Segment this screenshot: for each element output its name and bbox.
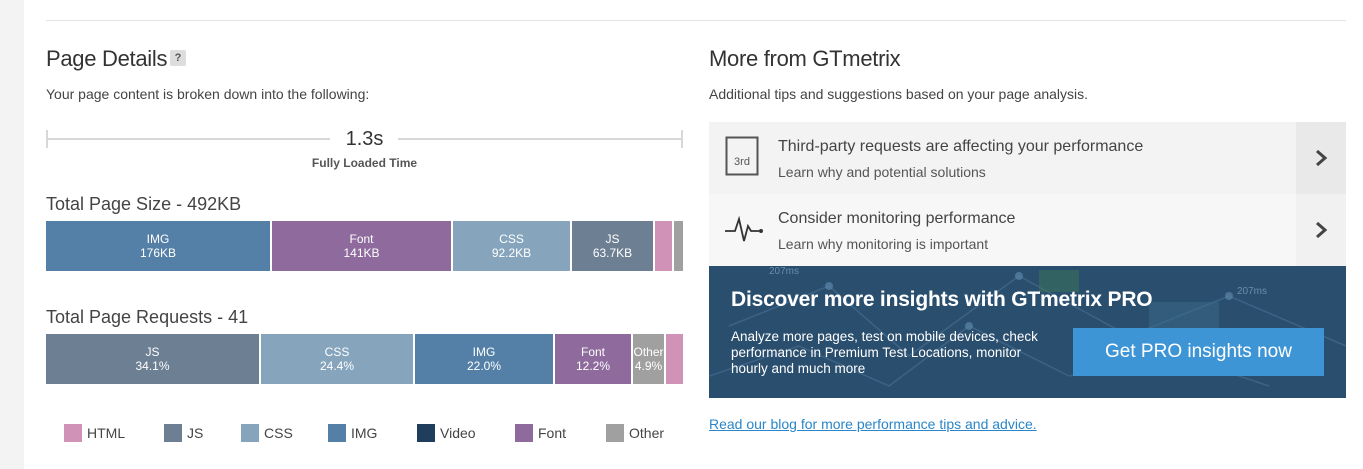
promo-bg-label: 207ms [1237,286,1267,297]
requests-segment-img[interactable]: IMG 22.0% [415,334,553,384]
more-subtitle: Additional tips and suggestions based on… [709,86,1089,102]
segment-value: 176KB [139,246,177,260]
third-party-icon: 3rd [725,136,759,176]
segment-value: 24.4% [319,359,355,373]
promo-text: Analyze more pages, test on mobile devic… [731,329,1038,376]
legend-label: HTML [87,425,126,441]
page-details-section: Page Details ? Your page content is brok… [46,0,686,469]
segment-name: Font [580,345,605,359]
timeline-end-cap [681,130,683,148]
segment-value: 141KB [343,246,380,260]
total-page-requests-title: Total Page Requests - 41 [46,307,249,327]
segment-value: 22.0% [466,359,502,373]
divider [46,20,1346,21]
legend-item-html: HTML [64,424,125,442]
size-segment-html[interactable] [655,221,672,271]
promo-bg-label: 207ms [769,266,799,277]
legend-label: Other [629,425,665,441]
help-icon[interactable]: ? [170,50,186,66]
fully-loaded-time-label: Fully Loaded Time [311,156,418,170]
segment-name: CSS [499,232,524,246]
size-segment-css[interactable]: CSS 92.2KB [453,221,570,271]
chevron-right-icon[interactable] [1296,194,1346,266]
tip-third-party[interactable]: 3rd Third-party requests are affecting y… [709,122,1346,194]
fully-loaded-timeline: 1.3s Fully Loaded Time [46,124,683,170]
legend-swatch [515,424,533,442]
get-pro-insights-button[interactable]: Get PRO insights now [1073,328,1324,376]
legend-item-css: CSS [241,424,293,442]
page-details-subtitle: Your page content is broken down into th… [46,86,370,102]
legend-swatch [64,424,82,442]
size-segment-font[interactable]: Font 141KB [272,221,451,271]
tip-subtitle: Learn why and potential solutions [778,164,986,180]
legend-swatch [417,424,435,442]
size-segment-js[interactable]: JS 63.7KB [572,221,653,271]
size-segment-other[interactable] [674,221,683,271]
requests-segment-html[interactable] [666,334,683,384]
legend-label: Font [538,425,567,441]
segment-name: IMG [472,345,496,359]
segment-value: 34.1% [135,359,170,373]
legend-item-font: Font [515,424,566,442]
segment-name: JS [145,345,160,359]
segment-name: JS [605,232,620,246]
legend-swatch [241,424,259,442]
timeline-line-left [46,138,330,140]
segment-name: CSS [324,345,350,359]
fully-loaded-time-value: 1.3s [345,128,384,150]
chevron-right-icon[interactable] [1296,122,1346,194]
segment-name: IMG [146,232,170,246]
legend-item-video: Video [417,424,476,442]
legend-swatch [164,424,182,442]
tip-title: Third-party requests are affecting your … [778,138,1144,155]
heartbeat-icon [725,208,763,248]
legend-label: CSS [264,425,293,441]
legend-item-js: JS [164,424,203,442]
timeline-line-right [398,138,683,140]
tip-title: Consider monitoring performance [778,210,1016,227]
legend-item-other: Other [606,424,664,442]
segment-value: 4.9% [634,359,663,373]
requests-segment-other[interactable]: Other 4.9% [633,334,664,384]
tip-monitoring[interactable]: Consider monitoring performance Learn wh… [709,194,1346,266]
page-size-bar: IMG 176KB Font 141KB CSS 92.2KB JS 63.7K… [46,221,683,271]
legend-label: IMG [351,425,378,441]
more-title: More from GTmetrix [709,46,901,71]
third-party-icon-text: 3rd [734,156,750,168]
legend-item-img: IMG [328,424,377,442]
legend-label: JS [187,425,204,441]
legend-label: Video [440,425,476,441]
page: Page Details ? Your page content is brok… [24,0,1363,469]
segment-value: 63.7KB [592,246,633,260]
more-from-gtmetrix-section: More from GTmetrix Additional tips and s… [709,0,1347,469]
segment-value: 92.2KB [491,246,532,260]
segment-name: Font [349,232,374,246]
requests-segment-js[interactable]: JS 34.1% [46,334,259,384]
legend-swatch [328,424,346,442]
legend-swatch [606,424,624,442]
page-requests-bar: JS 34.1% CSS 24.4% IMG 22.0% Font 12.2% … [46,334,683,384]
segment-value: 12.2% [575,359,611,373]
total-page-size-title: Total Page Size - 492KB [46,194,242,214]
size-segment-img[interactable]: IMG 176KB [46,221,270,271]
requests-segment-css[interactable]: CSS 24.4% [261,334,413,384]
blog-link[interactable]: Read our blog for more performance tips … [709,416,1037,432]
requests-segment-font[interactable]: Font 12.2% [555,334,631,384]
page-details-title: Page Details [46,46,168,71]
tip-subtitle: Learn why monitoring is important [778,236,989,252]
segment-name: Other [633,345,664,359]
pro-promo-banner: 207ms 207ms Discover more insights with … [709,266,1346,398]
promo-title: Discover more insights with GTmetrix PRO [731,288,1153,311]
